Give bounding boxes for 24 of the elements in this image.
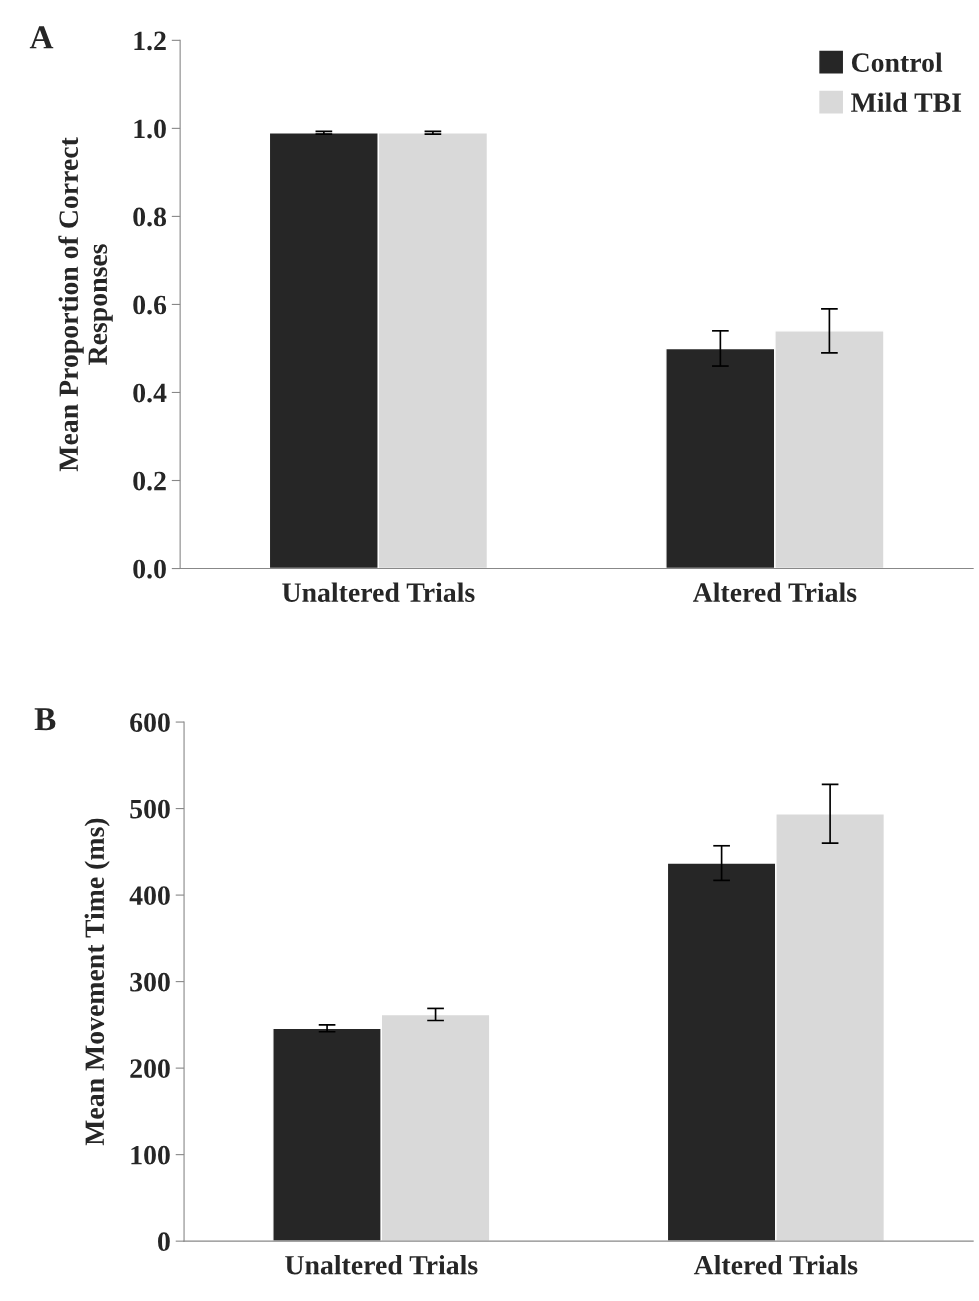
y-axis-title: Mean Proportion of Correct Responses [58,137,113,472]
legend-label: Mild TBI [851,92,962,113]
y-tick-label: 1.2 [134,31,166,51]
y-tick-label: 0.2 [133,471,166,491]
y-tick-label: 0.4 [133,383,167,403]
y-tick-label: 600 [130,713,170,732]
y-tick-label: 1.0 [134,119,166,139]
x-tick-label: Unaltered Trials [285,1255,478,1275]
y-tick-label: 0.6 [133,295,167,315]
x-tick-label: Altered Trials [693,1255,858,1275]
y-tick-label: 0.8 [133,207,167,227]
y-tick-label: 500 [130,799,170,819]
y-tick-label: 100 [131,1145,170,1165]
x-tick-label: Altered Trials [692,582,857,602]
legend-label: Control [851,52,943,72]
text: A [29,26,54,49]
y-axis-title: Mean Movement Time (ms) [84,818,110,1146]
text: B [34,708,56,731]
y-tick-label: 200 [130,1059,170,1079]
x-tick-label: Unaltered Trials [282,582,475,602]
y-tick-label: 400 [129,886,170,905]
y-tick-label: 0.0 [133,559,166,579]
y-tick-label: 0 [158,1232,170,1252]
y-tick-label: 300 [130,972,170,992]
